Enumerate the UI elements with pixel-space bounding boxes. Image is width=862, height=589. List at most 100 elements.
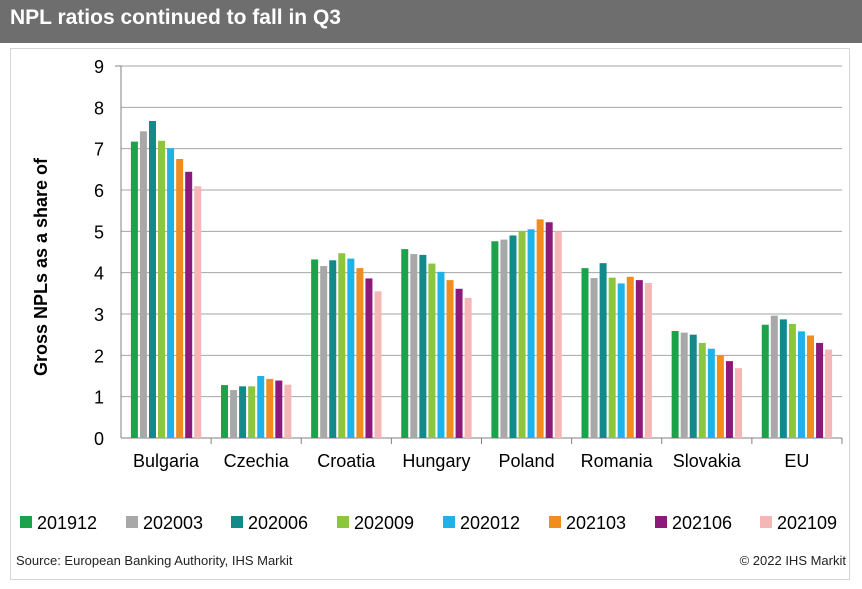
bar-202012 [167,148,175,438]
bar-202012 [527,229,535,438]
bar-202009 [608,277,616,438]
y-tick-label: 3 [94,305,104,325]
x-tick-label: Slovakia [673,451,742,471]
y-tick-label: 6 [94,181,104,201]
bar-202009 [248,386,256,438]
y-tick-label: 8 [94,98,104,118]
bar-202103 [176,159,184,438]
bar-202109 [374,291,382,438]
y-tick-label: 2 [94,346,104,366]
page-title: NPL ratios continued to fall in Q3 [10,6,341,29]
bar-201912 [311,259,319,438]
y-tick-label: 5 [94,222,104,242]
bar-201912 [761,324,769,438]
bar-202109 [554,231,562,438]
bar-202003 [320,266,328,438]
y-tick-label: 0 [94,429,104,449]
bar-202003 [770,315,778,438]
legend-label: 202009 [354,513,414,533]
bar-202109 [644,283,652,438]
bar-201912 [491,241,499,438]
legend-swatch-201912 [20,516,32,528]
x-tick-label: Czechia [224,451,290,471]
legend-swatch-202006 [231,516,243,528]
x-tick-label: Poland [499,451,555,471]
bar-201912 [130,141,138,438]
legend-label: 202103 [566,513,626,533]
legend-swatch-202109 [760,516,772,528]
bar-202103 [266,378,274,438]
bar-202012 [797,331,805,438]
source-note: Source: European Banking Authority, IHS … [16,553,293,568]
bar-202106 [455,288,463,438]
legend-label: 202006 [248,513,308,533]
legend-label: 202012 [460,513,520,533]
bar-202003 [139,131,147,438]
bar-202006 [689,334,697,438]
x-tick-label: Bulgaria [133,451,200,471]
legend-swatch-202009 [337,516,349,528]
bar-202006 [148,120,156,438]
bar-201912 [401,249,409,438]
legend-label: 201912 [37,513,97,533]
bar-201912 [221,385,229,438]
title-bar: NPL ratios continued to fall in Q3 [0,0,862,43]
x-tick-label: Romania [581,451,654,471]
bar-202012 [437,271,445,438]
bar-202106 [185,171,193,438]
bar-202006 [329,260,337,438]
bar-202012 [347,258,355,438]
bar-202012 [617,283,625,438]
bar-202003 [230,390,238,438]
y-axis-label: Gross NPLs as a share of [31,157,51,376]
y-tick-label: 9 [94,57,104,77]
bar-202009 [698,342,706,438]
y-tick-label: 1 [94,388,104,408]
bar-202106 [365,278,373,438]
bar-202012 [257,376,265,438]
bar-202003 [500,239,508,438]
y-tick-label: 4 [94,264,104,284]
bar-202012 [707,348,715,438]
bar-202109 [284,384,292,438]
legend-label: 202106 [672,513,732,533]
bar-202009 [788,323,796,438]
bar-202103 [536,219,544,438]
x-tick-label: EU [784,451,809,471]
bar-202006 [779,319,787,438]
y-tick-label: 7 [94,140,104,160]
bar-202109 [464,297,472,438]
bar-202109 [194,186,202,438]
bar-201912 [671,330,679,438]
legend-swatch-202103 [549,516,561,528]
bar-202003 [590,278,598,438]
legend-label: 202003 [143,513,203,533]
legend-swatch-202012 [443,516,455,528]
bar-201912 [581,268,589,438]
chart-frame [10,48,850,580]
legend-swatch-202003 [126,516,138,528]
x-tick-label: Croatia [317,451,376,471]
bar-202006 [419,254,427,438]
bar-202009 [518,230,526,438]
bar-202109 [734,368,742,438]
legend-swatch-202106 [655,516,667,528]
bar-202009 [338,253,346,438]
bar-202003 [680,332,688,438]
bar-202003 [410,254,418,438]
bar-202006 [509,235,517,438]
bar-202103 [716,355,724,438]
bar-202106 [725,361,733,438]
copyright-note: © 2022 IHS Markit [739,553,846,568]
bar-202103 [446,280,454,438]
bar-202103 [807,335,815,438]
legend-label: 202109 [777,513,837,533]
bar-202009 [428,263,436,438]
bar-202103 [356,268,364,438]
bar-202106 [545,222,553,438]
bar-202006 [599,263,607,438]
bar-202109 [825,349,833,438]
bar-202009 [158,140,166,438]
bar-202106 [275,380,283,438]
